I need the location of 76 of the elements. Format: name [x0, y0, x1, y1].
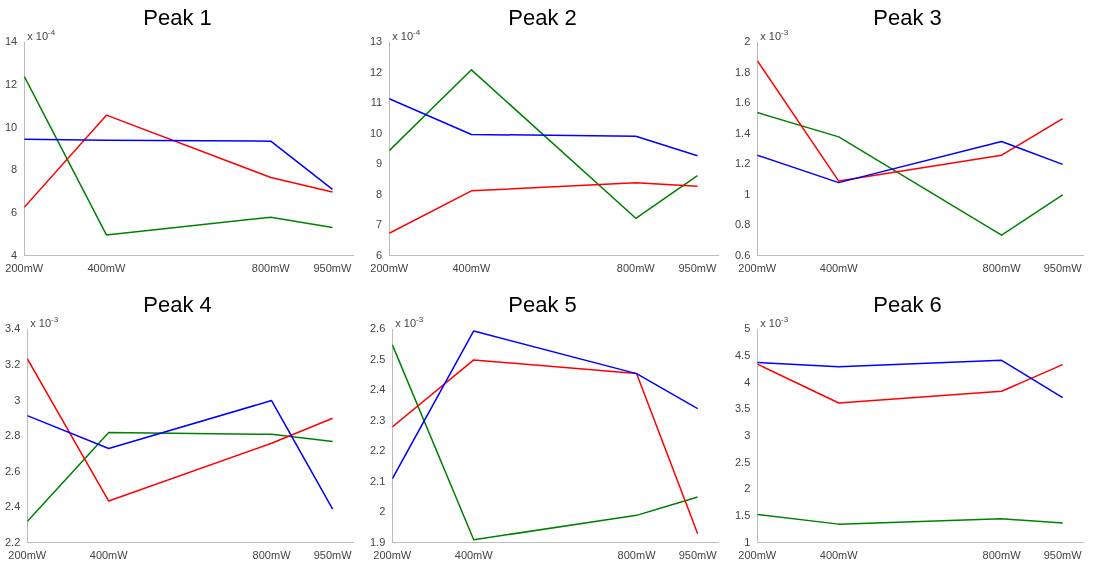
chart-title: Peak 2 [508, 5, 577, 31]
y-tick-label: 3.5 [734, 402, 751, 415]
y-tick-label: 13 [369, 35, 383, 48]
y-tick-label: 2.5 [734, 455, 751, 468]
y-tick-label: 2.6 [4, 464, 21, 477]
y-tick-label: 1 [744, 187, 751, 200]
y-tick-label: 8 [376, 187, 383, 200]
x-tick-label: 400mW [89, 549, 129, 562]
y-tick-label: 1.9 [369, 535, 386, 548]
x-tick-label: 400mW [452, 262, 491, 275]
y-tick-label: 9 [376, 157, 383, 170]
x-tick-label: 800mW [616, 262, 656, 275]
x-tick-label: 950mW [313, 549, 353, 562]
y-tick-label: 7 [376, 218, 383, 231]
y-tick-label: 2.3 [369, 413, 386, 426]
y-tick-label: 2 [744, 482, 751, 495]
x-tick-label: 200mW [5, 262, 44, 275]
chart-title: Peak 3 [873, 5, 942, 31]
chart-title: Peak 6 [873, 292, 942, 318]
y-tick-label: 2.2 [4, 535, 21, 548]
y-tick-label: 2.2 [369, 444, 386, 457]
y-tick-label: 2.1 [369, 474, 386, 487]
x-tick-label: 400mW [87, 262, 126, 275]
y-tick-label: 3.2 [4, 358, 21, 370]
x-tick-label: 950mW [678, 262, 718, 275]
x-tick-label: 200mW [8, 549, 47, 562]
chart-title: Peak 1 [143, 5, 212, 31]
x-tick-label: 800mW [252, 549, 292, 562]
y-tick-label: 2.4 [4, 500, 21, 513]
y-tick-label: 12 [369, 65, 383, 78]
x-tick-label: 200mW [738, 262, 777, 275]
y-tick-label: 2 [744, 35, 751, 48]
y-tick-label: 6 [376, 248, 383, 261]
y-tick-label: 10 [4, 120, 18, 133]
x-tick-label: 800mW [982, 549, 1022, 562]
y-tick-label: 1.4 [734, 126, 751, 139]
y-tick-label: 8 [11, 163, 18, 176]
y-tick-label: 6 [11, 206, 18, 219]
x-tick-label: 200mW [738, 549, 777, 562]
y-tick-label: 3 [14, 393, 21, 406]
y-tick-label: 0.8 [734, 218, 751, 231]
x-tick-label: 950mW [1043, 262, 1083, 275]
y-tick-label: 4 [11, 248, 18, 261]
chart-title: Peak 4 [143, 292, 212, 318]
x-tick-label: 800mW [251, 262, 291, 275]
x-tick-label: 950mW [313, 262, 353, 275]
y-tick-label: 1.8 [734, 65, 751, 78]
y-tick-label: 2.6 [369, 322, 386, 335]
y-tick-label: 4.5 [734, 349, 751, 362]
y-tick-label: 2.4 [369, 383, 386, 396]
y-tick-label: 12 [4, 78, 18, 91]
y-tick-label: 10 [369, 126, 383, 139]
y-tick-label: 1 [744, 535, 751, 548]
y-tick-label: 5 [744, 322, 751, 335]
y-tick-label: 1.2 [734, 157, 751, 170]
chart-title: Peak 5 [508, 292, 577, 318]
x-tick-label: 400mW [819, 549, 859, 562]
x-tick-label: 800mW [982, 262, 1022, 275]
y-tick-label: 1.5 [734, 509, 751, 522]
x-tick-label: 950mW [1043, 549, 1083, 562]
y-tick-label: 14 [4, 35, 18, 48]
x-tick-label: 400mW [454, 549, 494, 562]
x-tick-label: 200mW [373, 549, 412, 562]
x-tick-label: 950mW [678, 549, 718, 562]
y-tick-label: 1.6 [734, 96, 751, 109]
y-tick-label: 2.5 [369, 352, 386, 365]
y-tick-label: 0.6 [734, 248, 751, 261]
y-tick-label: 2 [379, 505, 386, 518]
y-tick-label: 2.8 [4, 429, 21, 442]
y-tick-label: 11 [370, 96, 383, 109]
x-tick-label: 400mW [819, 262, 859, 275]
x-tick-label: 200mW [370, 262, 409, 275]
y-tick-label: 3.4 [4, 322, 21, 335]
y-tick-label: 3 [744, 429, 751, 442]
x-tick-label: 800mW [617, 549, 657, 562]
y-tick-label: 4 [744, 375, 751, 388]
